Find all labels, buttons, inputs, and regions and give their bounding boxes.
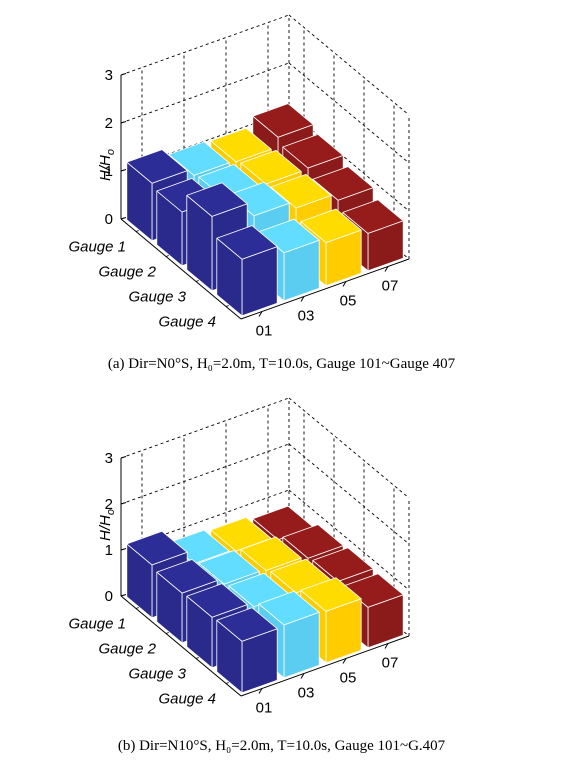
z-tick [120, 217, 127, 220]
bar-gauge-4-01 [216, 607, 278, 694]
z-tick-label: 2 [105, 496, 113, 513]
bar-top-face [198, 550, 260, 585]
z-tick-label: 2 [105, 115, 113, 132]
z-tick-label: 1 [105, 163, 113, 180]
back-wall-gridline [120, 14, 290, 76]
side-wall-gridline [288, 443, 410, 545]
gauge-axis-line [120, 218, 242, 320]
x-axis-line [240, 635, 410, 697]
bar-top-face [126, 530, 188, 566]
row-label: Gauge 1 [68, 239, 126, 256]
bar-top-face [210, 127, 272, 163]
z-tick [120, 169, 127, 172]
row-label: Gauge 3 [128, 289, 186, 306]
col-tick [300, 673, 305, 679]
z-tick-label: 1 [105, 542, 113, 559]
gauge-axis-line [120, 595, 242, 697]
col-tick [258, 311, 263, 317]
row-label: Gauge 2 [98, 641, 156, 658]
bar-top-face [282, 524, 344, 559]
col-tick [342, 658, 347, 664]
bar-top-face [300, 577, 362, 612]
col-tick-label: 07 [382, 655, 399, 672]
bar-top-face [216, 225, 278, 260]
bar-gauge-4-05 [300, 208, 362, 287]
back-wall-gridline [120, 443, 290, 505]
row-label: Gauge 4 [158, 314, 216, 331]
bar-top-face [258, 590, 320, 626]
col-tick [384, 266, 389, 272]
col-tick [342, 281, 347, 287]
z-axis-label-sub: o [105, 149, 117, 155]
row-label: Gauge 1 [68, 616, 126, 633]
caption-a: (a) Dir=N0°S, H₀=2.0m, T=10.0s, Gauge 10… [107, 356, 456, 372]
z-axis-label-main: H/H [97, 515, 114, 541]
x-axis-line [240, 258, 410, 320]
row-label: Gauge 4 [158, 691, 216, 708]
bar-top-face [156, 559, 218, 594]
caption-b: (b) Dir=N10°S, H₀=2.0m, T=10.0s, Gauge 1… [117, 738, 446, 754]
z-tick [120, 548, 127, 551]
bar-top-face [240, 149, 302, 185]
z-axis-label-sub: o [105, 509, 117, 515]
row-label: Gauge 2 [98, 264, 156, 281]
z-tick-label: 0 [105, 588, 113, 605]
col-tick [384, 643, 389, 649]
bar-top-face [282, 133, 344, 169]
bar-top-face [186, 182, 248, 217]
back-wall-gridline [120, 397, 290, 459]
col-tick-label: 05 [340, 293, 357, 310]
bar-top-face [126, 149, 188, 184]
z-tick [120, 502, 127, 505]
bar-top-face [312, 166, 374, 201]
z-tick-label: 3 [105, 450, 113, 467]
z-tick-label: 0 [105, 211, 113, 228]
col-tick-label: 01 [256, 323, 273, 340]
z-tick [120, 121, 127, 124]
z-axis-label: H/Ho [97, 149, 117, 181]
bar-top-face [342, 199, 404, 234]
bar-gauge-4-01 [216, 225, 278, 317]
row-label: Gauge 3 [128, 666, 186, 683]
col-tick [300, 296, 305, 302]
z-tick-label: 3 [105, 67, 113, 84]
bar-top-face [216, 607, 278, 642]
z-tick [120, 456, 127, 459]
col-tick-label: 07 [382, 278, 399, 295]
col-tick [258, 688, 263, 694]
z-axis-label-main: H/H [97, 155, 114, 181]
col-tick-label: 03 [298, 308, 315, 325]
col-tick-label: 05 [340, 670, 357, 687]
col-tick-label: 01 [256, 700, 273, 717]
side-wall-gridline [288, 62, 410, 164]
side-wall-gridline [288, 14, 410, 116]
bar-top-face [270, 173, 332, 209]
chart-panel-b: 0 1 2 3 H/Ho Gauge 1 Gauge 2 Gauge 3 Gauge 4 01 03… [0, 383, 563, 765]
bar-top-face [240, 536, 302, 571]
bar-top-face [168, 141, 230, 176]
z-axis-label: H/Ho [97, 509, 117, 541]
bar-top-face [312, 547, 374, 582]
chart-panel-a: 0 1 2 3 H/Ho Gauge 1 Gauge 2 Gauge 3 Gauge 4 01 03… [0, 0, 563, 382]
side-wall-gridline [288, 397, 410, 499]
col-tick-label: 03 [298, 685, 315, 702]
side-wall-gridline [288, 489, 410, 591]
bars-1 [126, 505, 404, 694]
bars-0 [126, 103, 404, 317]
bar-top-face [300, 208, 362, 244]
z-tick [120, 73, 127, 76]
z-tick [120, 594, 127, 597]
bar-top-face [252, 103, 314, 138]
bar-top-face [186, 583, 248, 618]
